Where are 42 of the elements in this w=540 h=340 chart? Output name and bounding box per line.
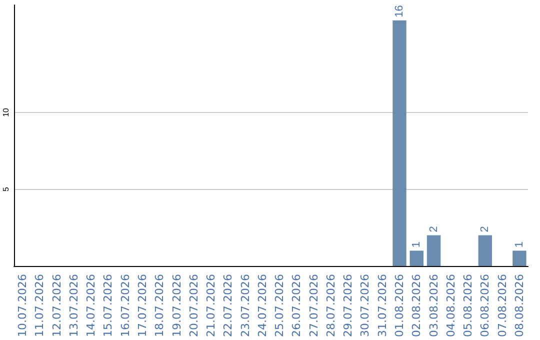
x-tick-label: 23.07.2026	[238, 274, 252, 338]
bar	[410, 250, 424, 266]
x-tick-label: 08.08.2026	[512, 274, 526, 338]
x-tick-label: 07.08.2026	[496, 274, 509, 338]
x-tick-label: 27.07.2026	[307, 274, 320, 338]
data-label: 1	[513, 242, 526, 248]
x-tick-label: 16.07.2026	[118, 274, 132, 338]
x-tick-label: 20.07.2026	[187, 274, 200, 338]
x-tick-label: 18.07.2026	[153, 274, 166, 338]
x-tick-label: 12.07.2026	[50, 274, 64, 338]
x-tick-label: 17.07.2026	[136, 274, 149, 338]
y-tick-label: 5	[2, 186, 10, 192]
x-tick-label: 24.07.2026	[256, 274, 269, 338]
x-tick-label: 11.07.2026	[33, 274, 46, 338]
data-label: 2	[479, 226, 492, 232]
x-tick-label: 14.07.2026	[84, 274, 98, 338]
x-tick-label: 02.08.2026	[410, 274, 424, 338]
x-tick-label: 13.07.2026	[67, 274, 80, 338]
bar	[392, 20, 406, 266]
x-tick-label: 15.07.2026	[102, 274, 115, 338]
x-tick-label: 01.08.2026	[393, 274, 406, 338]
y-tick-label: 10	[2, 107, 10, 117]
bar	[512, 250, 526, 266]
x-tick-label: 22.07.2026	[222, 274, 235, 338]
bar	[426, 235, 441, 266]
x-tick-label: 25.07.2026	[273, 274, 286, 338]
x-tick-label: 03.08.2026	[427, 274, 440, 338]
data-label: 2	[428, 226, 440, 232]
data-label: 1	[410, 242, 423, 248]
x-tick-label: 05.08.2026	[462, 274, 475, 338]
x-tick-label: 19.07.2026	[170, 274, 184, 338]
x-tick-label: 28.07.2026	[324, 274, 338, 338]
bar	[478, 235, 492, 266]
x-tick-label: 26.07.2026	[290, 274, 304, 338]
x-tick-label: 04.08.2026	[444, 274, 458, 338]
x-tick-label: 29.07.2026	[342, 274, 355, 338]
x-tick-label: 10.07.2026	[16, 274, 30, 338]
x-tick-label: 06.08.2026	[478, 274, 492, 338]
x-tick-label: 31.07.2026	[376, 274, 389, 338]
data-label: 16	[394, 5, 406, 18]
x-tick-label: 30.07.2026	[358, 274, 372, 338]
x-tick-label: 21.07.2026	[204, 274, 218, 338]
